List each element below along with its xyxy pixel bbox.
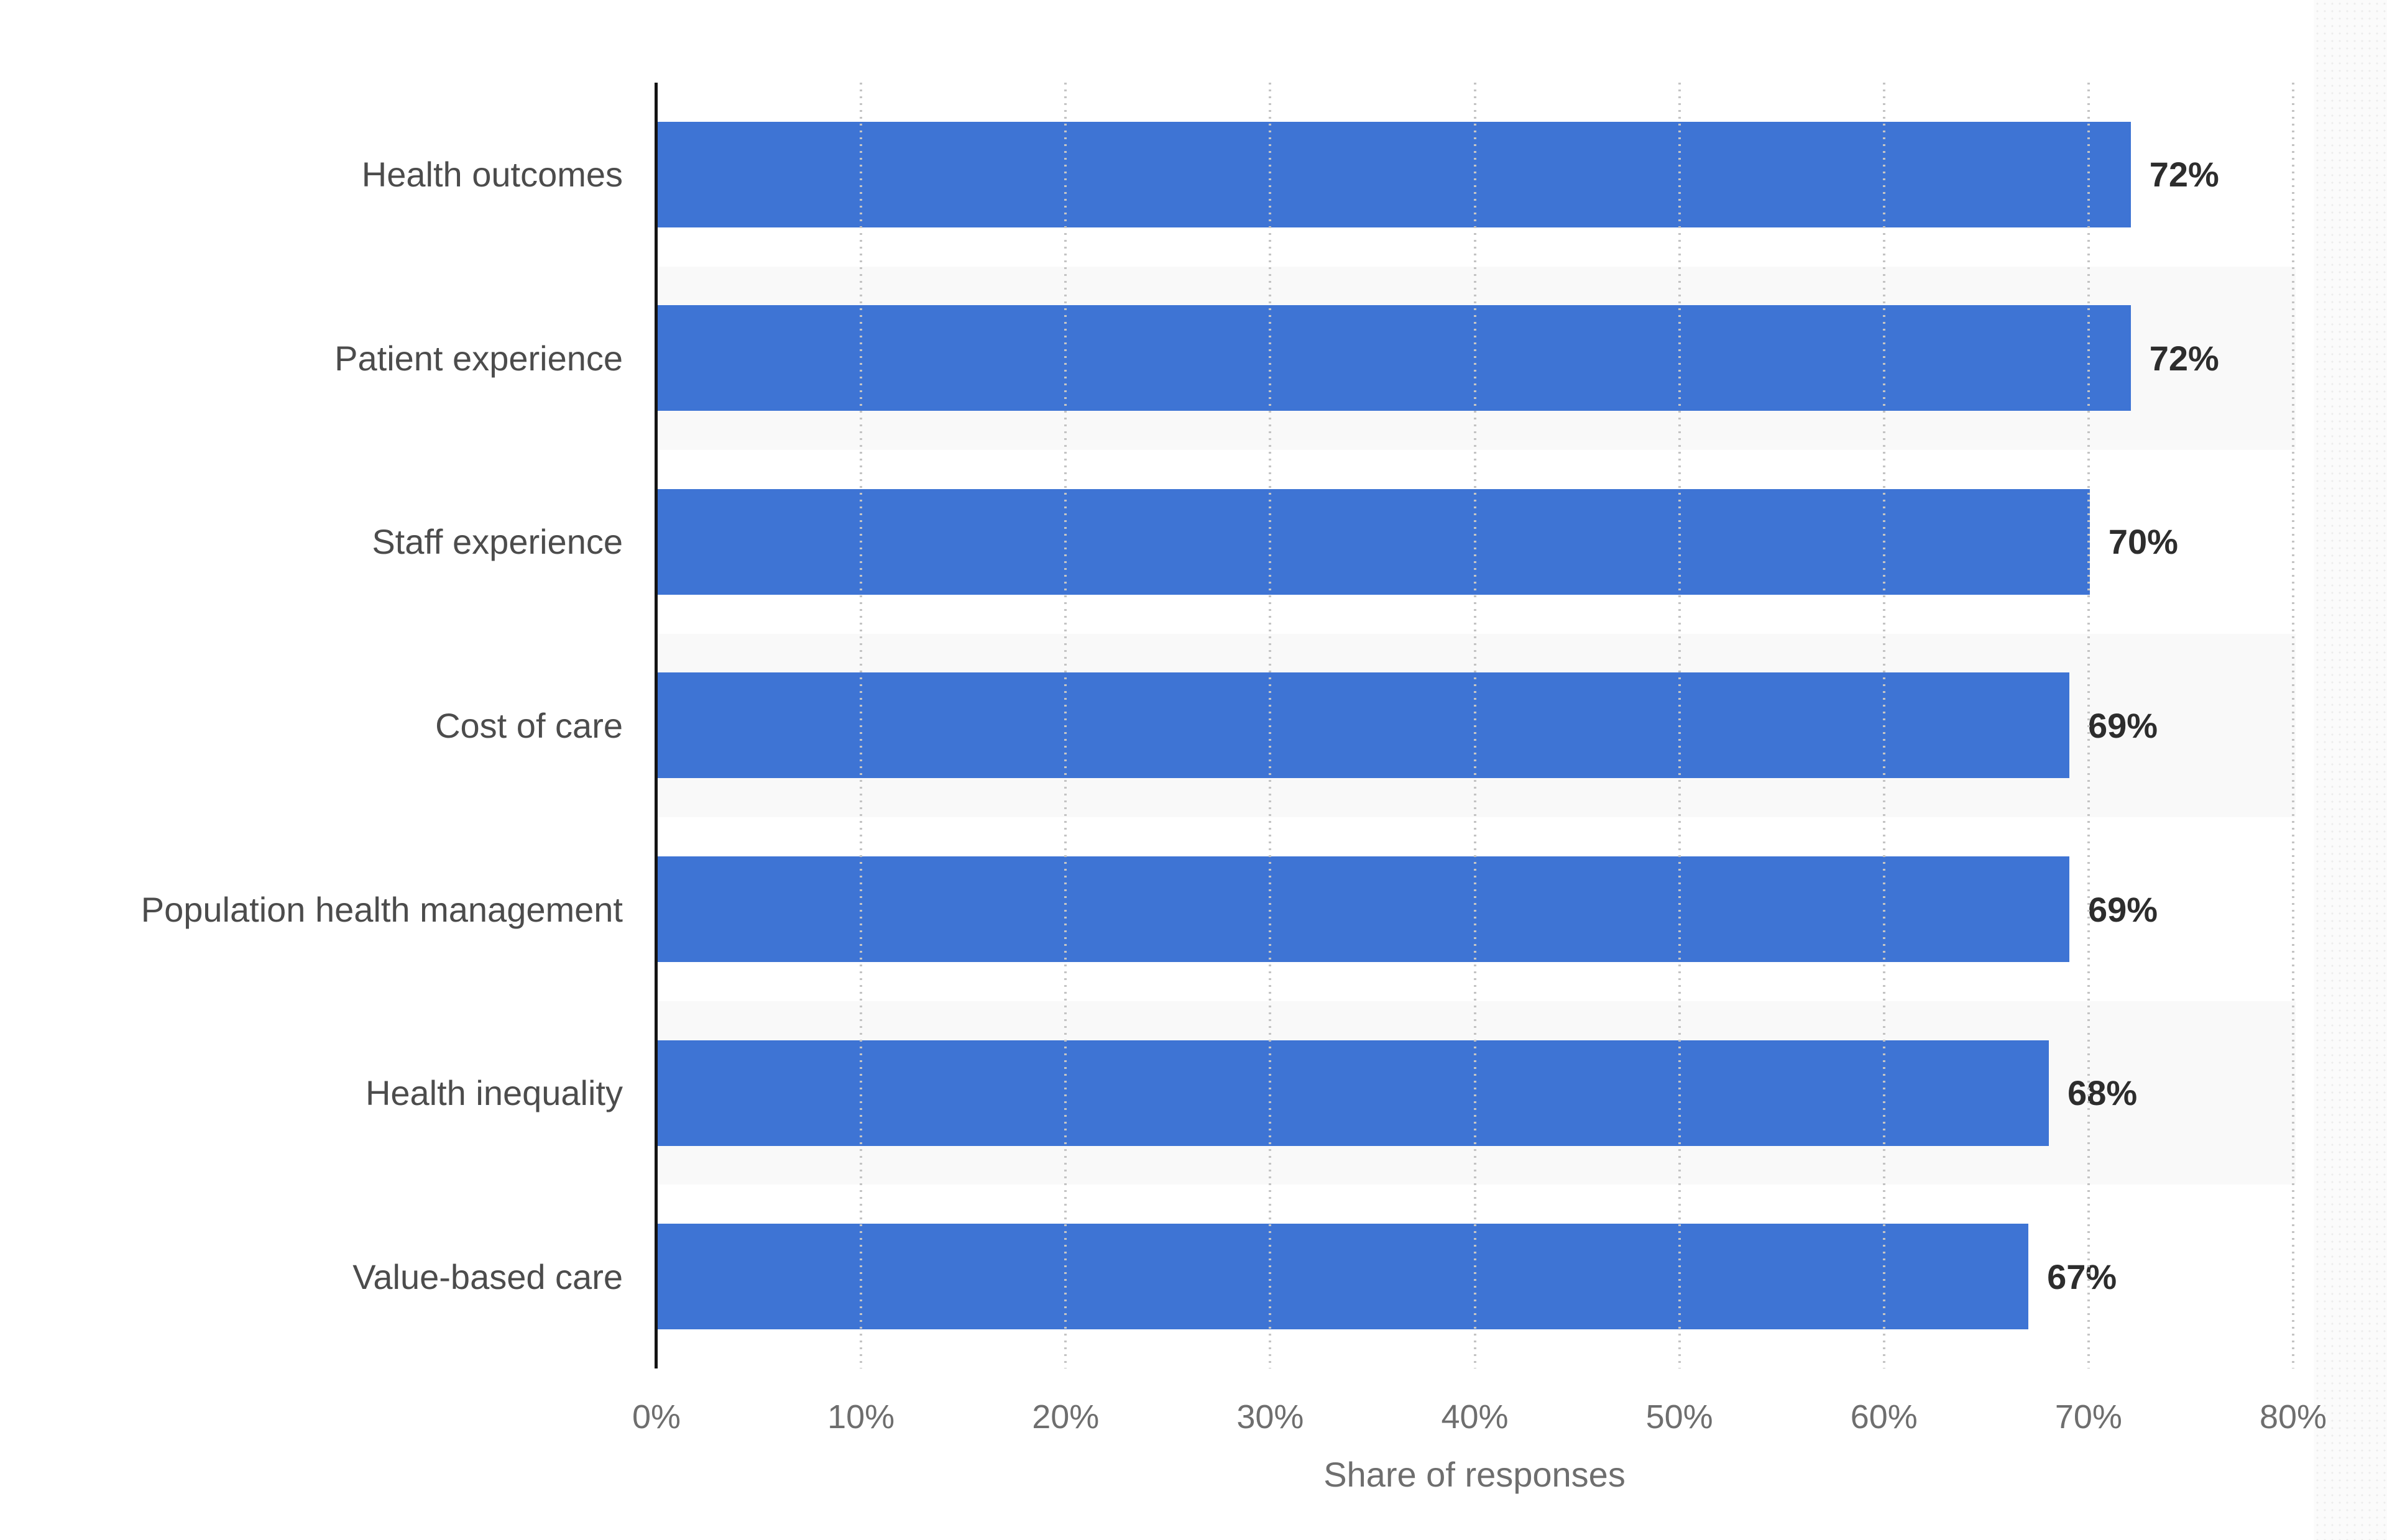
bar[interactable] xyxy=(658,488,2090,595)
gridline xyxy=(2087,83,2090,1368)
plot-area: Health outcomes 72% Patient experience 72% S… xyxy=(0,83,2296,1368)
gridline xyxy=(1269,83,1272,1368)
chart-row: Health outcomes 72% xyxy=(0,83,2293,267)
value-label: 72% xyxy=(2149,338,2219,378)
category-label: Value-based care xyxy=(352,1257,623,1296)
chart-row: Staff experience 70% xyxy=(0,450,2293,634)
bar[interactable] xyxy=(658,1040,2049,1146)
chart-margin-strip xyxy=(2314,0,2387,1540)
gridline xyxy=(1064,83,1067,1368)
y-axis-line xyxy=(655,83,658,1368)
category-label: Staff experience xyxy=(372,522,623,562)
chart-row: Health inequality 68% xyxy=(0,1001,2296,1185)
bar[interactable] xyxy=(658,1224,2029,1330)
x-tick-label: 70% xyxy=(2054,1398,2122,1436)
bar[interactable] xyxy=(658,121,2131,227)
value-label: 67% xyxy=(2047,1257,2117,1296)
category-label: Health inequality xyxy=(365,1073,623,1113)
bar[interactable] xyxy=(658,856,2069,963)
category-label: Population health management xyxy=(140,889,623,929)
x-tick-label: 40% xyxy=(1441,1398,1509,1436)
x-tick-label: 60% xyxy=(1850,1398,1918,1436)
value-label: 69% xyxy=(2087,705,2158,745)
chart-row: Cost of care 69% xyxy=(0,633,2296,818)
chart-row: Patient experience 72% xyxy=(0,266,2296,451)
value-label: 68% xyxy=(2067,1073,2138,1113)
value-label: 72% xyxy=(2149,155,2219,195)
x-tick-label: 50% xyxy=(1645,1398,1713,1436)
chart-row: Value-based care 67% xyxy=(0,1185,2293,1368)
gridline xyxy=(2292,83,2294,1368)
gridline xyxy=(860,83,863,1368)
category-label: Health outcomes xyxy=(361,155,623,195)
x-tick-label: 0% xyxy=(632,1398,681,1436)
gridline xyxy=(1473,83,1476,1368)
x-tick-label: 10% xyxy=(827,1398,895,1436)
x-tick-label: 80% xyxy=(2259,1398,2327,1436)
x-axis-title: Share of responses xyxy=(1323,1455,1626,1494)
bar[interactable] xyxy=(658,672,2069,779)
x-tick-label: 20% xyxy=(1032,1398,1100,1436)
gridline xyxy=(1882,83,1885,1368)
chart-row: Population health management 69% xyxy=(0,817,2293,1001)
category-label: Patient experience xyxy=(334,338,623,378)
bar[interactable] xyxy=(658,305,2131,411)
x-tick-label: 30% xyxy=(1236,1398,1304,1436)
gridline xyxy=(1678,83,1681,1368)
value-label: 70% xyxy=(2108,522,2178,562)
value-label: 69% xyxy=(2087,889,2158,929)
category-label: Cost of care xyxy=(435,705,623,745)
